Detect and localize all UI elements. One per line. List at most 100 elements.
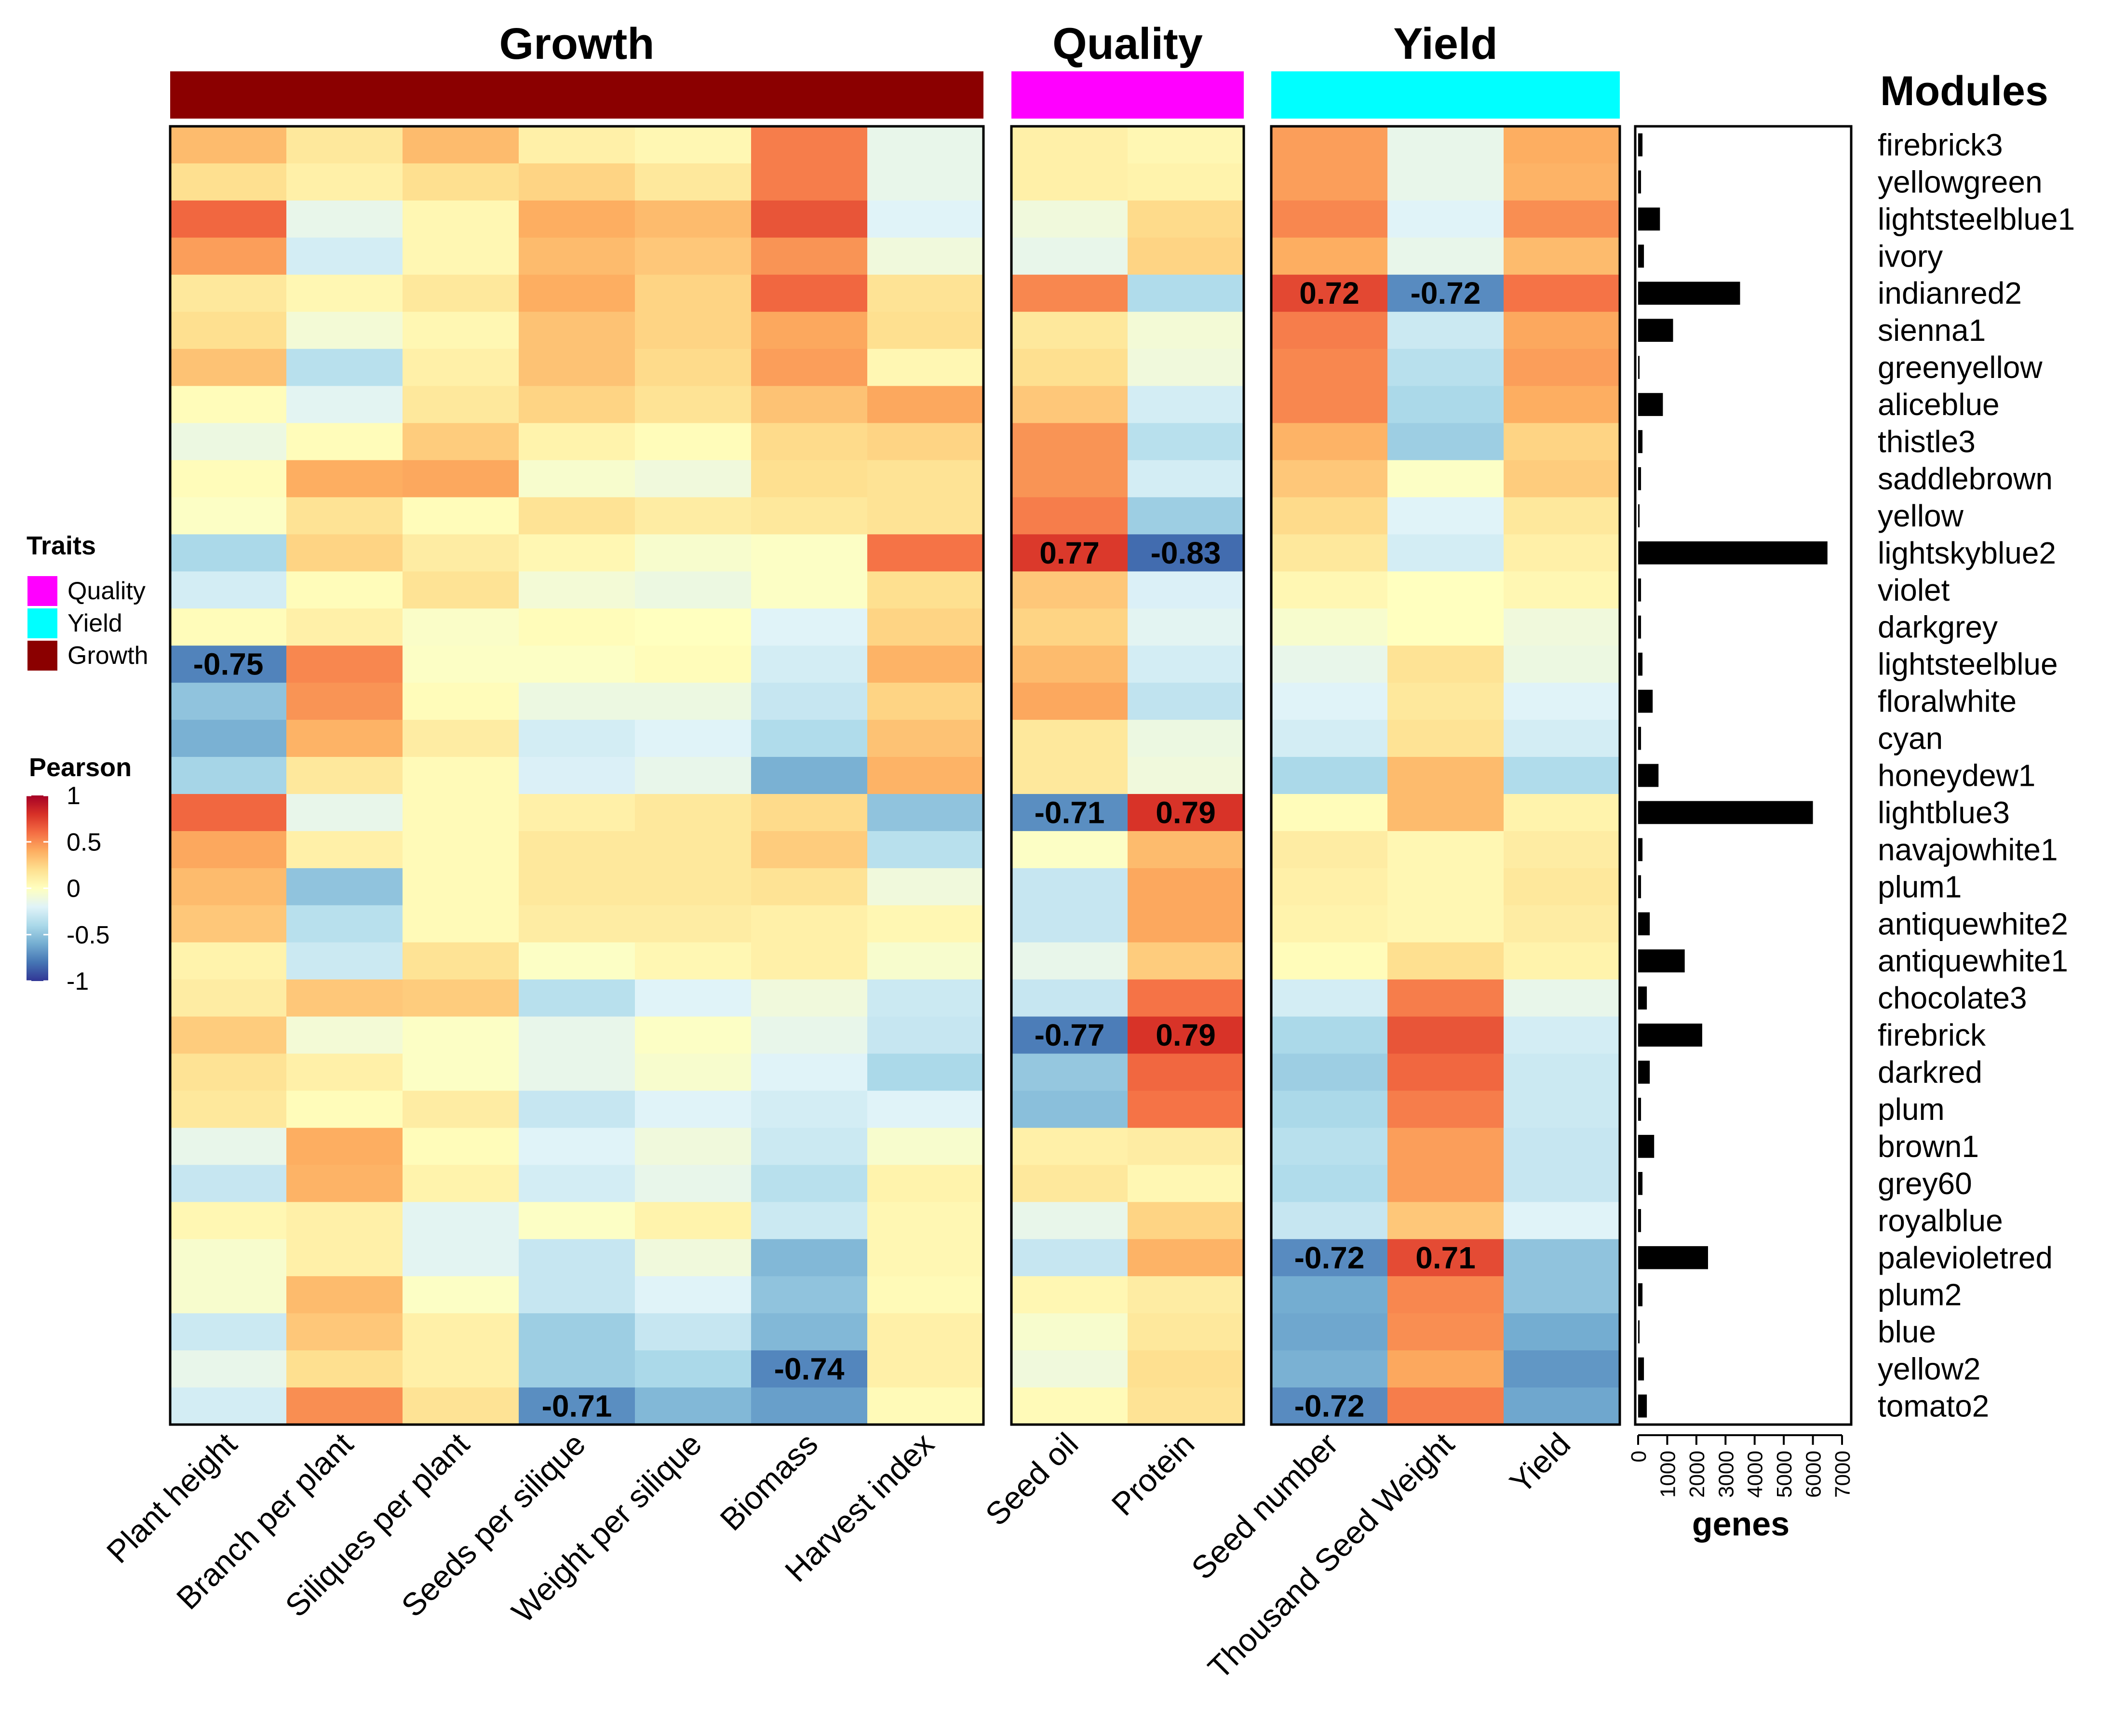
heatmap-cell [1128,571,1244,609]
heatmap-cell [1011,460,1128,498]
heatmap-cell [1504,497,1620,535]
heatmap-cell [1504,831,1620,869]
heatmap-cell [1271,868,1388,906]
gene-count-bar [1638,319,1673,342]
heatmap-cell [403,1128,519,1165]
cell-value-label: -0.72 [1294,1240,1365,1275]
heatmap-cell [170,274,287,312]
group-title-growth: Growth [499,19,655,68]
heatmap-cell [1128,757,1244,794]
module-label: firebrick [1878,1018,1986,1052]
module-label: sienna1 [1878,313,1986,348]
heatmap-cell [1387,126,1504,164]
heatmap-cell [1271,831,1388,869]
module-label: grey60 [1878,1166,1972,1201]
heatmap-cell [286,1239,403,1277]
heatmap-cell [519,163,635,201]
heatmap-cell [1387,386,1504,424]
module-label: plum [1878,1092,1945,1127]
heatmap-cell [286,237,403,275]
heatmap-cell [1128,794,1244,832]
heatmap-cell [403,163,519,201]
heatmap-cell [170,979,287,1017]
heatmap-cell [635,757,752,794]
heatmap-cell [170,794,287,832]
heatmap-cell [1128,905,1244,943]
heatmap-cell [403,979,519,1017]
heatmap-cell [1011,979,1128,1017]
heatmap-cell [403,200,519,238]
module-label: darkgrey [1878,610,1998,645]
heatmap-cell [1387,1165,1504,1202]
cell-value-label: 0.79 [1156,795,1216,830]
heatmap-cell [635,1313,752,1351]
heatmap-cell [1504,1387,1620,1425]
heatmap-cell [170,571,287,609]
heatmap-cell [1128,831,1244,869]
heatmap-cell [1128,163,1244,201]
heatmap-cell [635,1239,752,1277]
module-label: indianred2 [1878,276,2022,310]
heatmap-cell [519,979,635,1017]
heatmap-cell [1011,942,1128,980]
heatmap-cell [1387,868,1504,906]
heatmap-cell [1011,200,1128,238]
heatmap-cell [1011,311,1128,350]
heatmap-cell [751,646,868,683]
heatmap-cell [867,274,984,312]
heatmap-cell [751,534,868,572]
heatmap-cell [1504,200,1620,238]
heatmap-cell [751,683,868,720]
heatmap-cell [403,274,519,312]
module-label: yellow [1878,498,1964,533]
heatmap-cell [1011,868,1128,906]
heatmap-cell [1271,349,1388,387]
heatmap-cell [1128,534,1244,572]
heatmap-cell [286,720,403,757]
heatmap-cell [286,163,403,201]
heatmap-cell [751,1239,868,1277]
heatmap-cell [170,423,287,461]
module-label: blue [1878,1315,1936,1349]
heatmap-cell [403,1202,519,1239]
heatmap-cell [867,646,984,683]
gene-count-bar [1638,207,1660,231]
heatmap-cell [635,979,752,1017]
heatmap-cell [519,1165,635,1202]
heatmap-cell [403,1165,519,1202]
heatmap-cell [519,126,635,164]
heatmap-cell [1128,1128,1244,1165]
heatmap-cell [1504,1276,1620,1314]
heatmap-cell [1011,1053,1128,1091]
heatmap-cell [635,1016,752,1054]
heatmap-cell [403,571,519,609]
heatmap-cell [1271,1239,1388,1277]
gene-count-bar [1638,1172,1643,1195]
heatmap-cell [1011,1350,1128,1388]
module-label: thistle3 [1878,424,1976,459]
heatmap-cell [1387,757,1504,794]
module-label: floralwhite [1878,684,2017,719]
heatmap-cell [1271,1053,1388,1091]
heatmap-cell [286,460,403,498]
heatmap-cell [1504,720,1620,757]
heatmap-cell [286,942,403,980]
heatmap-cell [170,757,287,794]
heatmap-cell [751,757,868,794]
heatmap-cell [1271,274,1388,312]
heatmap-cell [1011,831,1128,869]
heatmap-cell [635,1276,752,1314]
traits-legend-swatch [27,641,57,671]
heatmap-cell [1387,1350,1504,1388]
heatmap-cell [1504,1053,1620,1091]
group-title-quality: Quality [1052,19,1203,68]
module-label: palevioletred [1878,1240,2053,1275]
heatmap-cell [751,794,868,832]
heatmap-cell [1387,794,1504,832]
module-label: chocolate3 [1878,981,2027,1015]
heatmap-cell [1387,460,1504,498]
heatmap-cell [867,683,984,720]
heatmap-cell [1504,1202,1620,1239]
heatmap-cell [867,200,984,238]
heatmap-cell [170,1276,287,1314]
